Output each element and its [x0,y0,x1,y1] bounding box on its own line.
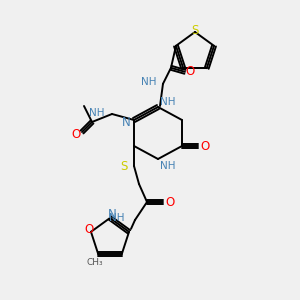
Text: N: N [108,208,116,220]
Text: O: O [84,223,94,236]
Text: NH: NH [142,77,157,87]
Text: O: O [200,140,210,152]
Text: NH: NH [160,161,176,171]
Text: N: N [122,116,131,128]
Text: CH₃: CH₃ [87,258,104,267]
Text: NH: NH [89,108,105,118]
Text: O: O [185,65,195,78]
Text: O: O [71,128,81,140]
Text: NH: NH [110,213,125,223]
Text: NH: NH [160,97,176,107]
Text: S: S [191,25,199,38]
Text: O: O [165,196,175,208]
Text: S: S [121,160,128,173]
